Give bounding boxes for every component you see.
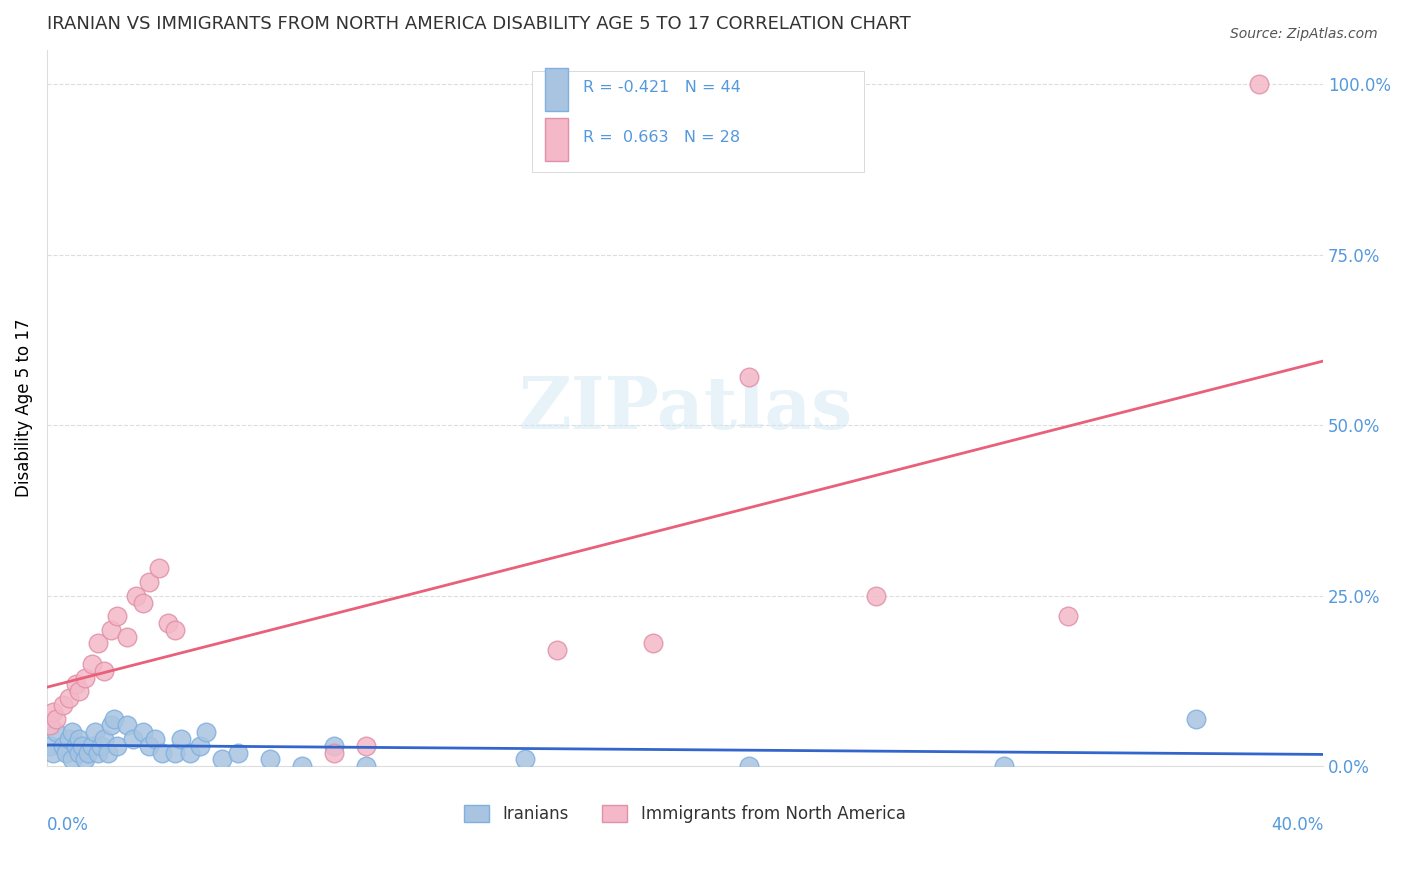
Point	[865, 589, 887, 603]
Point	[55, 746, 77, 760]
Text: 0.0%: 0.0%	[46, 816, 89, 835]
Point	[259, 752, 281, 766]
Point	[80, 739, 103, 753]
Point	[42, 746, 65, 760]
Legend: Iranians, Immigrants from North America: Iranians, Immigrants from North America	[458, 798, 912, 830]
Point	[163, 746, 186, 760]
Point	[39, 718, 62, 732]
Point	[39, 739, 62, 753]
Text: 40.0%: 40.0%	[1271, 816, 1323, 835]
Point	[138, 739, 160, 753]
Point	[643, 636, 665, 650]
Point	[105, 609, 128, 624]
Point	[70, 739, 93, 753]
Point	[1249, 77, 1271, 91]
Point	[45, 712, 67, 726]
Point	[145, 732, 167, 747]
Point	[323, 746, 346, 760]
Point	[75, 752, 97, 766]
FancyBboxPatch shape	[544, 118, 568, 161]
Point	[354, 759, 377, 773]
Point	[291, 759, 314, 773]
Point	[62, 752, 84, 766]
Point	[96, 746, 118, 760]
Text: R =  0.663   N = 28: R = 0.663 N = 28	[583, 130, 740, 145]
Point	[1184, 712, 1206, 726]
Point	[90, 739, 112, 753]
Point	[738, 370, 761, 384]
Point	[58, 691, 80, 706]
Point	[42, 705, 65, 719]
Point	[87, 746, 110, 760]
Text: R = -0.421   N = 44: R = -0.421 N = 44	[583, 79, 741, 95]
Point	[738, 759, 761, 773]
Point	[52, 739, 75, 753]
FancyBboxPatch shape	[531, 71, 863, 171]
Point	[157, 615, 180, 630]
Point	[58, 732, 80, 747]
Point	[228, 746, 250, 760]
Point	[115, 718, 138, 732]
Point	[1057, 609, 1080, 624]
Point	[148, 561, 170, 575]
Point	[115, 630, 138, 644]
Point	[125, 589, 148, 603]
Point	[546, 643, 568, 657]
Point	[65, 677, 87, 691]
Point	[131, 725, 153, 739]
Point	[52, 698, 75, 712]
FancyBboxPatch shape	[544, 68, 568, 111]
Point	[80, 657, 103, 671]
Point	[122, 732, 145, 747]
Point	[138, 575, 160, 590]
Point	[67, 684, 90, 698]
Point	[993, 759, 1015, 773]
Point	[211, 752, 233, 766]
Text: IRANIAN VS IMMIGRANTS FROM NORTH AMERICA DISABILITY AGE 5 TO 17 CORRELATION CHAR: IRANIAN VS IMMIGRANTS FROM NORTH AMERICA…	[46, 15, 911, 33]
Text: Source: ZipAtlas.com: Source: ZipAtlas.com	[1230, 27, 1378, 41]
Point	[93, 664, 115, 678]
Point	[105, 739, 128, 753]
Point	[323, 739, 346, 753]
Point	[87, 636, 110, 650]
Point	[67, 746, 90, 760]
Text: ZIPatlas: ZIPatlas	[517, 373, 852, 443]
Point	[170, 732, 193, 747]
Point	[65, 739, 87, 753]
Point	[77, 746, 100, 760]
Y-axis label: Disability Age 5 to 17: Disability Age 5 to 17	[15, 318, 32, 498]
Point	[103, 712, 125, 726]
Point	[515, 752, 537, 766]
Point	[188, 739, 211, 753]
Point	[163, 623, 186, 637]
Point	[100, 718, 122, 732]
Point	[67, 732, 90, 747]
Point	[62, 725, 84, 739]
Point	[354, 739, 377, 753]
Point	[131, 596, 153, 610]
Point	[83, 725, 105, 739]
Point	[100, 623, 122, 637]
Point	[75, 671, 97, 685]
Point	[179, 746, 201, 760]
Point	[45, 725, 67, 739]
Point	[150, 746, 173, 760]
Point	[93, 732, 115, 747]
Point	[195, 725, 218, 739]
